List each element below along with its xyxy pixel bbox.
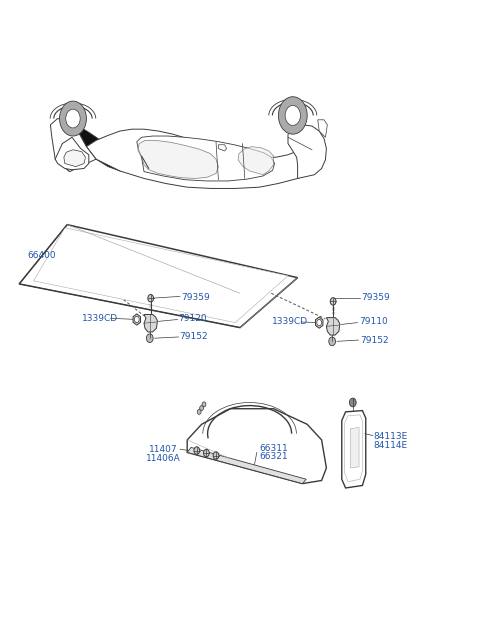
Circle shape — [213, 452, 219, 459]
Polygon shape — [34, 228, 288, 323]
Circle shape — [200, 406, 204, 411]
Circle shape — [134, 316, 139, 323]
Polygon shape — [72, 128, 149, 173]
Polygon shape — [55, 137, 89, 172]
Polygon shape — [50, 119, 96, 172]
Text: 79359: 79359 — [181, 293, 210, 301]
Polygon shape — [19, 225, 298, 328]
Polygon shape — [144, 314, 157, 332]
Circle shape — [66, 109, 80, 128]
Text: 66400: 66400 — [28, 251, 57, 260]
Circle shape — [197, 409, 201, 414]
Circle shape — [285, 105, 300, 125]
Circle shape — [194, 447, 200, 454]
Polygon shape — [137, 136, 275, 181]
Circle shape — [202, 402, 206, 407]
Polygon shape — [326, 318, 340, 335]
Circle shape — [148, 295, 154, 302]
Polygon shape — [238, 147, 274, 175]
Circle shape — [317, 319, 322, 326]
Polygon shape — [133, 314, 141, 325]
Polygon shape — [55, 137, 89, 170]
Polygon shape — [350, 427, 359, 468]
Text: 66321: 66321 — [259, 452, 288, 461]
Text: 11406A: 11406A — [146, 454, 181, 462]
Text: 66311: 66311 — [259, 444, 288, 452]
Polygon shape — [187, 447, 306, 484]
Circle shape — [204, 449, 209, 457]
Polygon shape — [187, 409, 326, 484]
Circle shape — [330, 298, 336, 305]
Polygon shape — [86, 129, 322, 188]
Polygon shape — [138, 140, 218, 178]
Polygon shape — [315, 317, 323, 328]
Text: 79152: 79152 — [180, 333, 208, 341]
Polygon shape — [288, 125, 326, 178]
Text: 84114E: 84114E — [373, 441, 408, 450]
Text: 79120: 79120 — [179, 314, 207, 323]
Text: 79110: 79110 — [359, 318, 388, 326]
Text: 1339CD: 1339CD — [272, 318, 308, 326]
Text: 84113E: 84113E — [373, 432, 408, 441]
Circle shape — [349, 398, 356, 407]
Polygon shape — [318, 120, 327, 137]
Text: 11407: 11407 — [149, 445, 178, 454]
Polygon shape — [342, 411, 366, 488]
Circle shape — [278, 97, 307, 134]
Text: 1339CD: 1339CD — [82, 314, 118, 323]
Polygon shape — [64, 150, 85, 167]
Circle shape — [146, 334, 153, 343]
Text: 79359: 79359 — [361, 293, 390, 302]
Text: 79152: 79152 — [360, 336, 389, 344]
Circle shape — [329, 337, 336, 346]
Circle shape — [60, 101, 86, 136]
Polygon shape — [218, 145, 227, 151]
